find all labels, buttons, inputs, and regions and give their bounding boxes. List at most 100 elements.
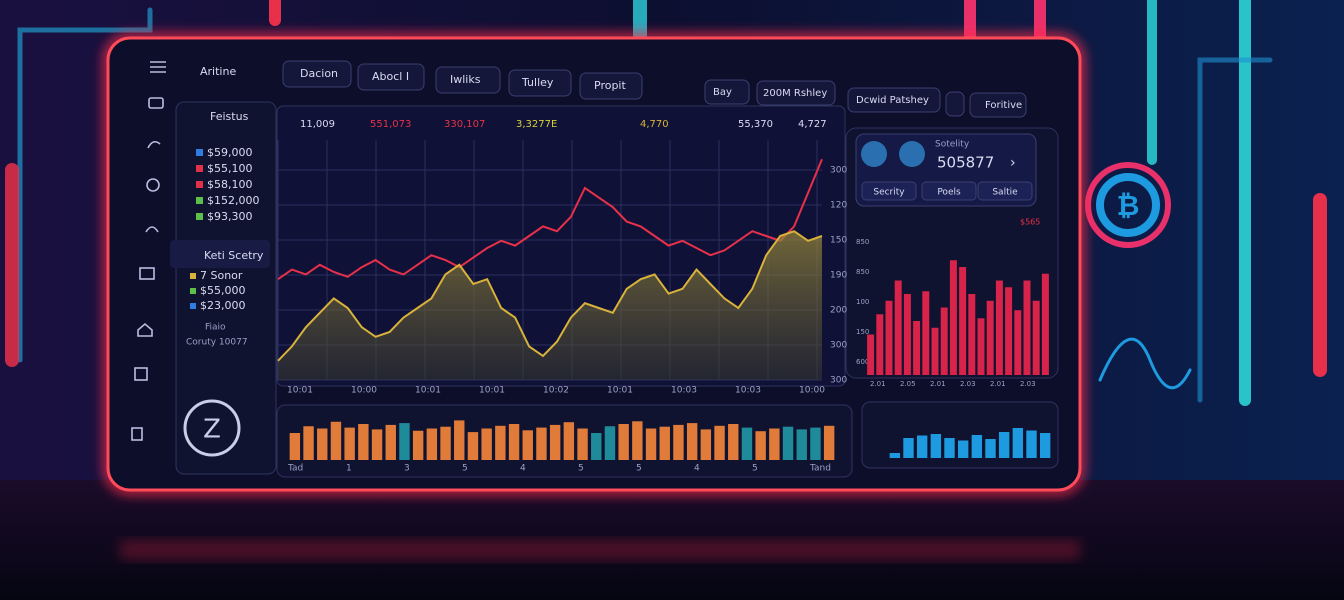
swatch [196,181,203,188]
bar [686,423,698,460]
bar [796,429,807,460]
x-label: 4 [694,464,700,474]
swatch [190,288,196,294]
button-label[interactable]: Saltie [992,188,1018,198]
bar [1026,430,1037,458]
bar [916,435,928,458]
x-label: 10:01 [415,386,441,396]
x-label: 10:01 [287,386,313,396]
ticker: 4,770 [640,119,669,130]
bar [618,424,629,460]
bar [769,428,780,460]
avatar [861,141,887,167]
bar [913,321,921,375]
sidebar [175,101,277,475]
x-label: Tand [809,464,831,474]
bar [810,427,821,460]
button[interactable] [977,181,1033,201]
control[interactable]: Foritive [985,100,1022,111]
tab[interactable]: Tulley [521,76,554,89]
bar [782,426,794,460]
bar [399,423,410,460]
bar [922,291,930,375]
area [278,231,822,380]
bar [959,267,967,375]
x-label: 10:02 [543,386,569,396]
reflection [120,540,1080,560]
bar [495,425,506,460]
y-label: 190 [830,271,847,281]
bar [894,280,902,375]
sidebar-item: $152,000 [207,194,260,207]
bar [700,429,712,460]
logo-ring [183,399,241,457]
bar [508,424,520,460]
x-label: 5 [462,464,468,474]
y-label: 200 [830,306,847,316]
x-label: 1 [346,464,352,474]
control[interactable]: 200M Rshley [763,88,827,99]
tab[interactable]: Dacion [300,67,338,80]
bar [317,428,328,460]
bar [289,433,301,460]
stat-value: 505877 [937,154,994,172]
x-label: 5 [752,464,758,474]
stat-label: Sotelity [935,140,970,150]
ticker: 3,3277E [516,119,557,130]
button-label[interactable]: Poels [937,188,961,198]
bar [977,318,985,375]
y-label: 300 [830,166,847,176]
x-label: 10:01 [607,386,633,396]
control[interactable]: Bay [713,87,732,98]
x-label: 10:00 [351,386,377,396]
bar [889,453,901,458]
y-label: 300 [830,376,847,386]
swatch [190,273,196,279]
bar [645,428,657,460]
button-label[interactable]: Secrity [873,188,905,198]
logo: Z [203,415,221,445]
y-label: 150 [856,328,869,336]
bar [931,327,939,375]
x-label: 10:01 [479,386,505,396]
topbar-boxes [282,60,1027,118]
tab[interactable]: Abocl I [372,70,409,83]
bar [741,427,753,460]
bar [949,260,957,375]
bar [903,294,911,375]
x-label: 2.03 [960,380,976,388]
sidebar-item: $59,000 [207,146,253,159]
bar [1039,433,1051,458]
bar [867,334,875,375]
bar [467,432,479,460]
bar [755,431,766,460]
x-label: 10:03 [671,386,697,396]
swatch [196,213,203,220]
sidebar-title: Feistus [210,110,249,123]
avatar [899,141,925,167]
brand: Aritine [200,65,236,78]
bar [1012,428,1024,458]
y-label: 120 [830,201,847,211]
sidebar-item: $58,100 [207,178,253,191]
x-label: 2.05 [900,380,916,388]
icon-rail [131,61,166,441]
control[interactable]: Dcwid Patshey [856,95,929,106]
tab[interactable]: Iwliks [450,73,481,86]
y-label: 300 [830,341,847,351]
bar [412,430,424,460]
swatch [196,165,203,172]
bar [371,429,383,460]
sidebar-item: $55,100 [207,162,253,175]
bar [971,435,983,458]
bar [454,420,465,460]
tab[interactable]: Propit [594,79,626,92]
button[interactable] [921,181,977,201]
bar [385,424,396,460]
line [277,230,823,362]
bar [303,426,314,460]
bar [481,428,492,460]
button[interactable] [861,181,917,201]
bar [563,422,575,460]
